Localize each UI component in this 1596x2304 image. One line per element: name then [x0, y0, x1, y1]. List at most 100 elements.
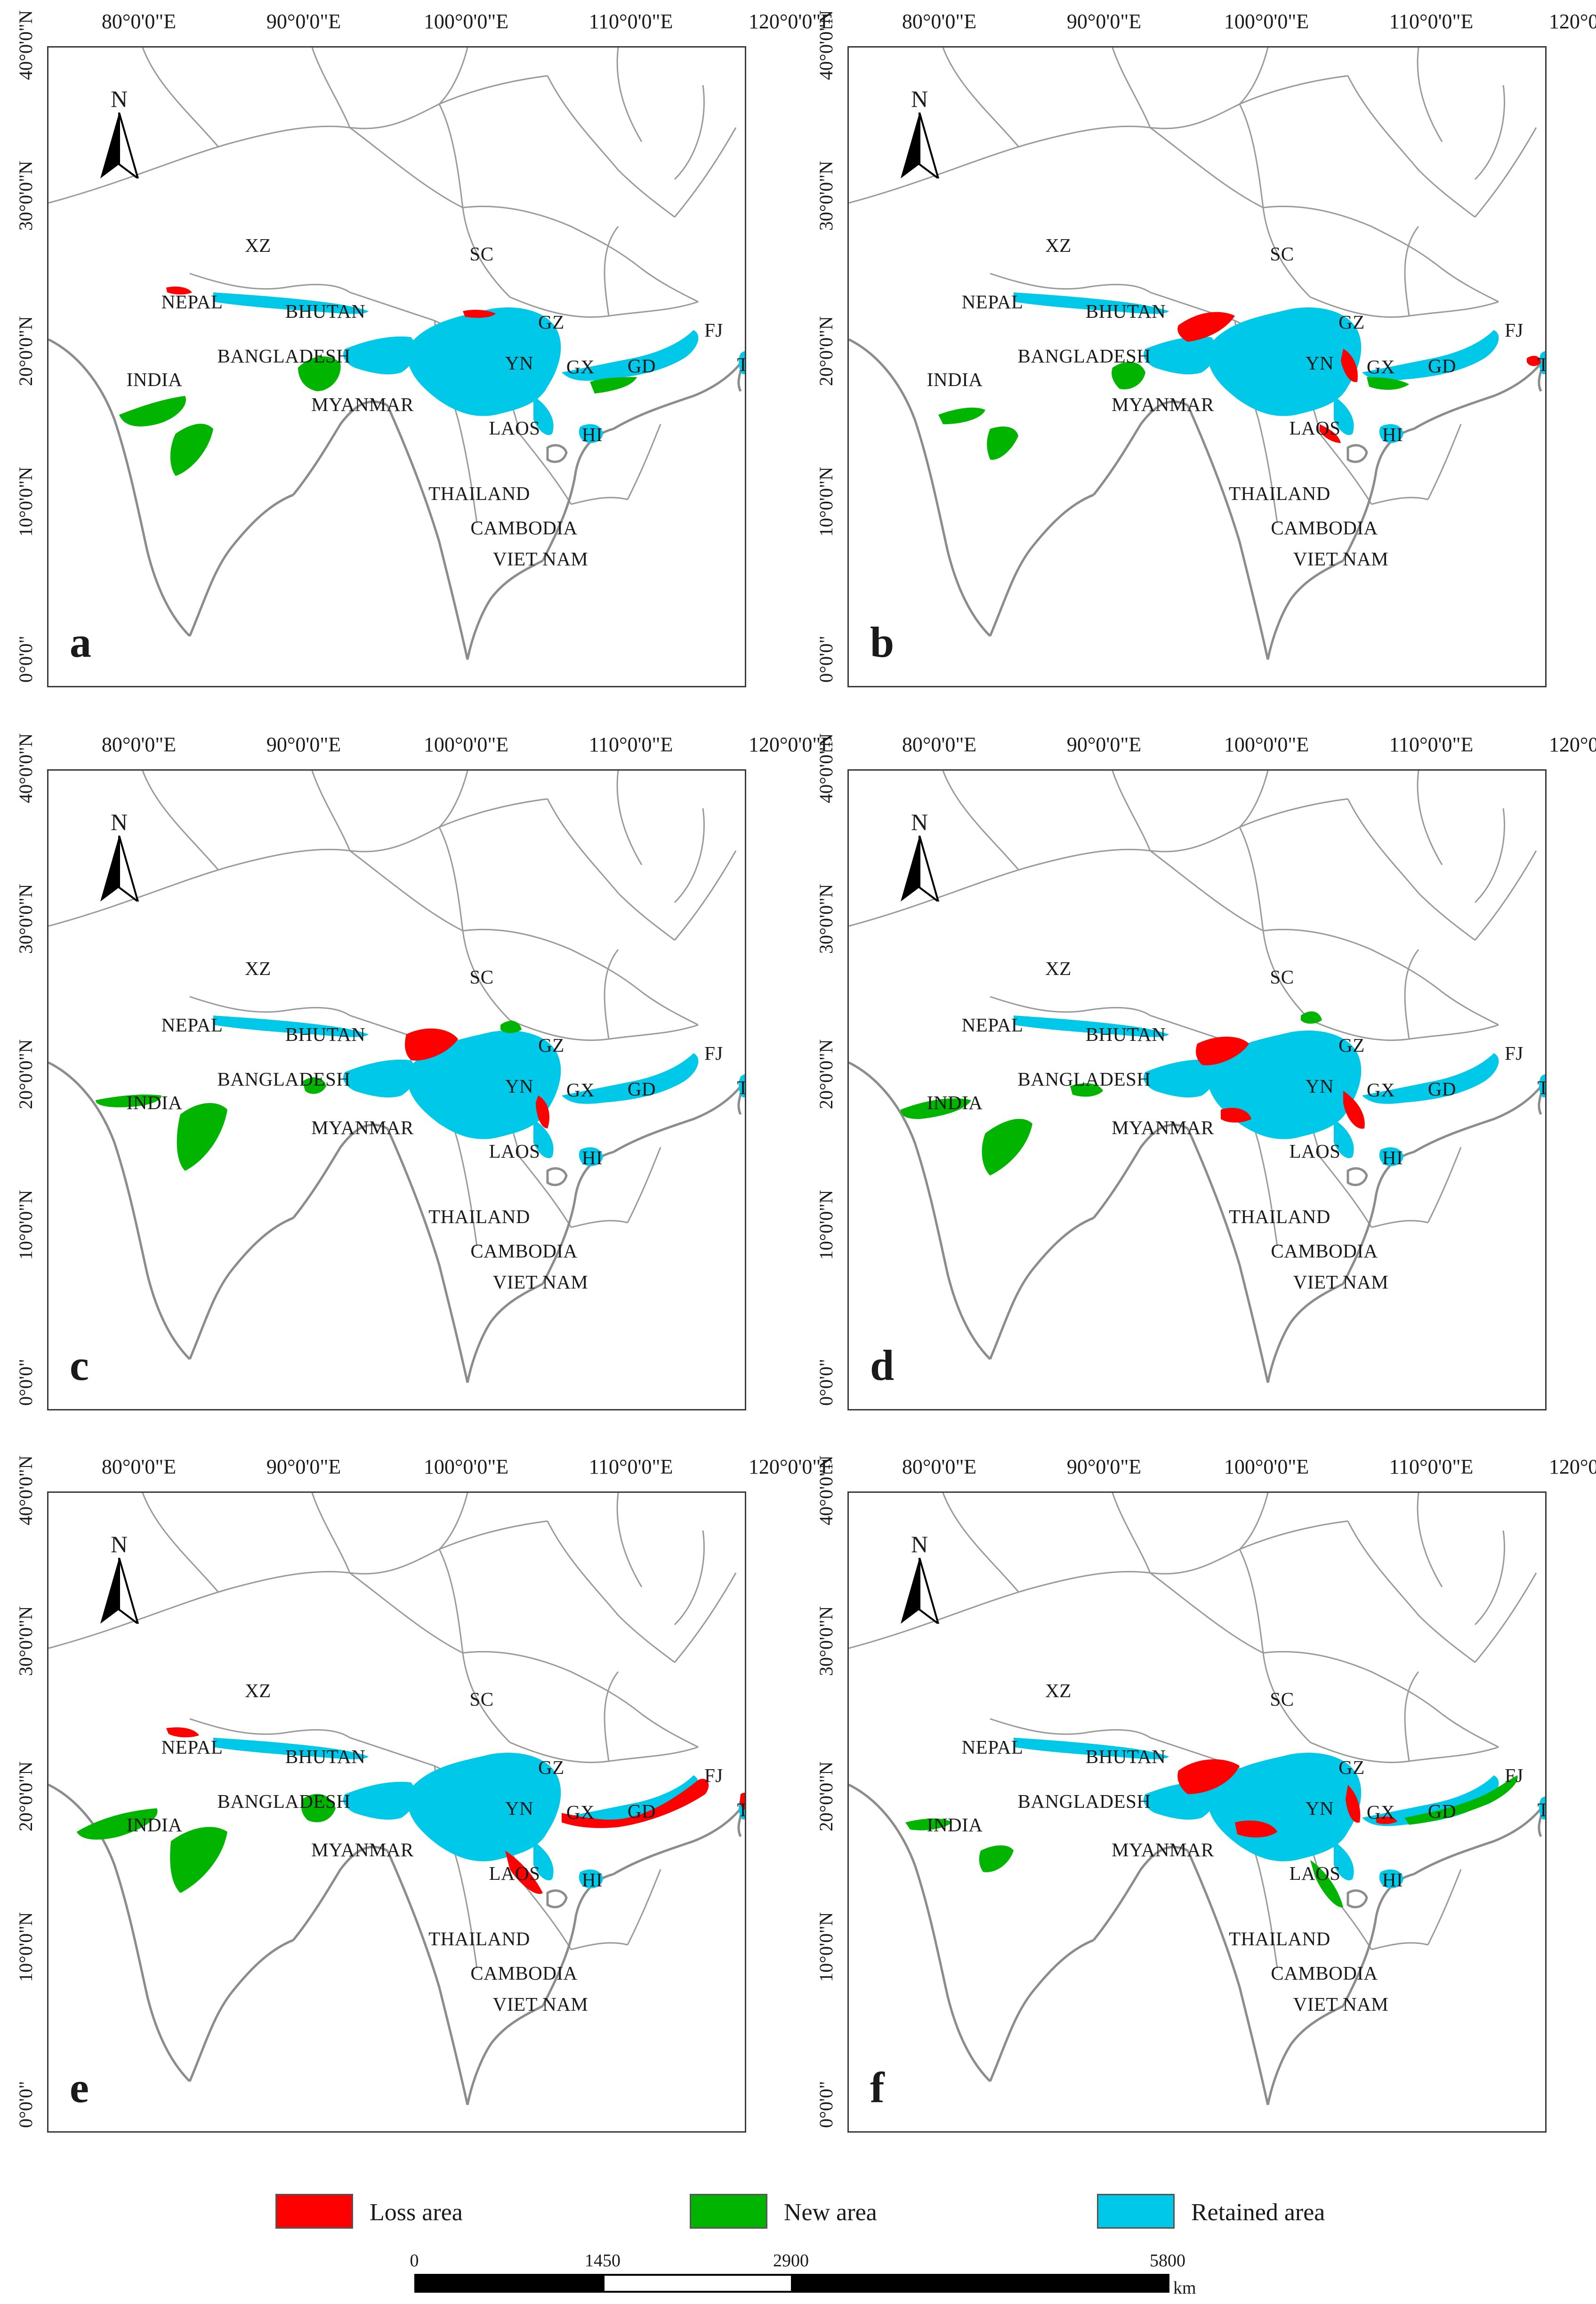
- new-area-region: [901, 1098, 971, 1119]
- place-label-fj: FJ: [704, 1042, 723, 1064]
- admin-boundary: [1150, 127, 1264, 209]
- coastline: [546, 444, 568, 463]
- longitude-label: 80°0'0"E: [902, 10, 977, 33]
- map-panel-d: 80°0'0"E 90°0'0"E 100°0'0"E 110°0'0"E 120°0'…: [812, 733, 1596, 1410]
- coastline: [1413, 1079, 1545, 1153]
- admin-boundary: [1239, 771, 1269, 828]
- coastline: [1346, 444, 1368, 463]
- place-label-cambodia: CAMBODIA: [1271, 1962, 1378, 1984]
- latitude-label: 30°0'0"N: [815, 884, 837, 954]
- latitude-label: 20°0'0"N: [15, 1761, 36, 1831]
- north-arrow-icon: [100, 113, 139, 178]
- latitude-label: 40°0'0"N: [15, 733, 36, 803]
- place-label-nepal: NEPAL: [961, 1736, 1024, 1758]
- place-label-myanmar: MYANMAR: [1112, 1117, 1214, 1138]
- coastline: [386, 404, 469, 660]
- admin-boundary: [1112, 48, 1151, 128]
- place-label-india: INDIA: [927, 369, 983, 390]
- loss-area-region: [1320, 424, 1341, 443]
- admin-boundary: [627, 1869, 661, 1945]
- longitude-label: 110°0'0"E: [588, 10, 673, 33]
- admin-boundary: [1347, 798, 1475, 941]
- new-area-swatch: [690, 2194, 767, 2229]
- admin-boundary: [518, 433, 572, 505]
- admin-boundary: [349, 850, 463, 932]
- longitude-label: 80°0'0"E: [902, 733, 977, 756]
- loss-area-region: [505, 1851, 543, 1894]
- latitude-label: 30°0'0"N: [15, 1606, 36, 1676]
- new-area-region: [1112, 362, 1145, 389]
- retained-area-region: [1362, 1053, 1499, 1104]
- panel-letter: c: [70, 1341, 89, 1389]
- latitude-label: 30°0'0"N: [15, 161, 36, 231]
- coastline: [292, 1845, 388, 1941]
- place-label-vietnam: VIET NAM: [492, 1271, 588, 1293]
- admin-boundary: [142, 48, 219, 147]
- place-label-bhutan: BHUTAN: [1085, 1023, 1166, 1045]
- loss-area-region: [405, 1028, 458, 1061]
- place-label-nepal: NEPAL: [161, 291, 223, 313]
- latitude-label: 0°0'0": [15, 2081, 36, 2128]
- place-label-hi: HI: [581, 1147, 603, 1168]
- place-label-xz: XZ: [245, 234, 271, 256]
- admin-boundary: [1150, 850, 1264, 932]
- loss-area-label: Loss area: [370, 2199, 463, 2226]
- new-area-region: [982, 1119, 1032, 1176]
- coastline: [989, 493, 1094, 636]
- place-label-yn: YN: [505, 1075, 534, 1097]
- admin-boundary: [616, 1493, 643, 1587]
- admin-boundary: [189, 996, 350, 1016]
- coastline: [849, 338, 991, 637]
- map-canvas: [849, 771, 1545, 1383]
- longitude-label: 90°0'0"E: [1066, 1455, 1142, 1478]
- coastline: [1093, 1845, 1189, 1941]
- place-label-xz: XZ: [245, 1680, 271, 1701]
- admin-boundary: [1371, 497, 1428, 505]
- retained-area-region: [1144, 336, 1217, 375]
- new-area-region: [119, 396, 186, 427]
- longitude-label: 100°0'0"E: [1224, 733, 1309, 756]
- coastline: [48, 1783, 191, 2082]
- admin-boundary: [1371, 1220, 1428, 1228]
- place-label-vietnam: VIET NAM: [492, 548, 588, 570]
- retained-area-region: [343, 1781, 416, 1820]
- latitude-label: 20°0'0"N: [815, 1761, 837, 1831]
- place-label-xz: XZ: [1045, 958, 1072, 979]
- place-label-gd: GD: [627, 355, 656, 377]
- longitude-label: 90°0'0"E: [266, 733, 341, 756]
- coastline: [386, 1850, 469, 2105]
- north-arrow-icon: [100, 836, 139, 902]
- coastline: [466, 559, 544, 660]
- longitude-label: 110°0'0"E: [1389, 10, 1474, 33]
- place-label-thailand: THAILAND: [1229, 1206, 1330, 1227]
- place-label-gd: GD: [1427, 1800, 1457, 1822]
- new-area-region: [500, 1021, 522, 1033]
- map-panel-a: 80°0'0"E 90°0'0"E 100°0'0"E 110°0'0"E 120°0'…: [12, 9, 833, 687]
- admin-boundary: [1474, 127, 1537, 218]
- admin-boundary: [462, 1651, 642, 1715]
- latitude-label: 40°0'0"N: [815, 1455, 837, 1525]
- coastline: [1346, 1889, 1368, 1909]
- map-panel-f: 80°0'0"E 90°0'0"E 100°0'0"E 110°0'0"E 120°0'…: [812, 1455, 1596, 2133]
- longitude-label: 110°0'0"E: [1389, 1455, 1474, 1478]
- place-label-gz: GZ: [538, 311, 564, 333]
- admin-boundary: [1474, 85, 1505, 180]
- loss-area-swatch: [275, 2194, 353, 2229]
- latitude-label: 10°0'0"N: [815, 1190, 837, 1260]
- admin-boundary: [547, 1521, 675, 1663]
- admin-boundary: [1427, 1147, 1462, 1223]
- longitude-label: 80°0'0"E: [101, 733, 177, 756]
- loss-area-region: [1527, 355, 1541, 366]
- loss-area-region: [740, 1793, 745, 1810]
- retained-area-region: [1379, 424, 1403, 443]
- new-area-region: [590, 377, 637, 394]
- admin-boundary: [1347, 1521, 1475, 1663]
- longitude-label: 120°0'0"E: [748, 733, 834, 756]
- retained-area-region: [533, 1841, 554, 1881]
- place-label-vietnam: VIET NAM: [492, 1993, 588, 2015]
- longitude-label: 120°0'0"E: [1548, 10, 1596, 33]
- admin-boundary: [1474, 1572, 1537, 1663]
- admin-boundary: [438, 48, 468, 105]
- retained-area-region: [1539, 1796, 1545, 1820]
- scale-segment-2: [603, 2274, 793, 2293]
